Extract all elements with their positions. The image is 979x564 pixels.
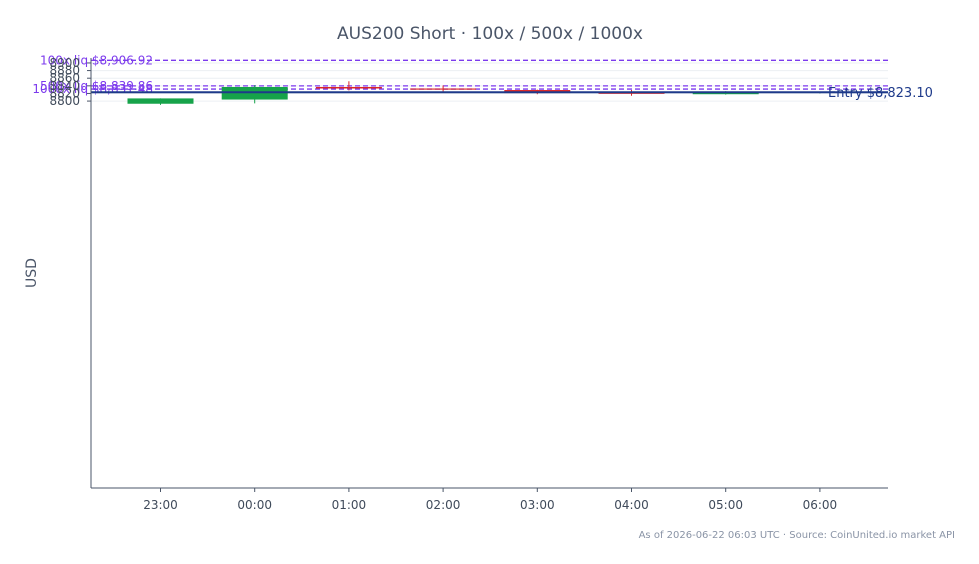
x-tick-label-4: 03:00 xyxy=(520,498,555,512)
entry-label: Entry $8,823.10 xyxy=(828,86,933,101)
x-tick-label-3: 02:00 xyxy=(426,498,461,512)
candle-body-5 xyxy=(598,93,665,94)
chart-title: AUS200 Short · 100x / 500x / 1000x xyxy=(337,24,643,44)
entry-line-group: Entry $8,823.10 xyxy=(91,86,933,101)
x-tick-label-7: 06:00 xyxy=(803,498,838,512)
y-tick-label-8900: 8900 xyxy=(49,56,80,70)
candle-body-3 xyxy=(410,88,477,90)
y-tick-label-8820: 8820 xyxy=(49,86,80,100)
x-tick-label-5: 04:00 xyxy=(614,498,649,512)
y-tick-label-8880: 8880 xyxy=(49,64,80,78)
y-axis-label: USD xyxy=(24,258,40,288)
x-tick-label-0: 23:00 xyxy=(143,498,178,512)
y-tick-label-8840: 8840 xyxy=(49,79,80,93)
liq-label-0: 100x liq $8,906.92 xyxy=(40,53,153,67)
candle-body-0 xyxy=(127,98,194,104)
x-tick-label-1: 00:00 xyxy=(237,498,272,512)
footnote: As of 2026-06-22 06:03 UTC · Source: Coi… xyxy=(639,530,955,541)
y-tick-label-8800: 8800 xyxy=(49,94,80,108)
gridlines xyxy=(91,62,888,102)
candle-body-2 xyxy=(315,86,382,89)
x-tick-label-6: 05:00 xyxy=(708,498,743,512)
x-tick-label-2: 01:00 xyxy=(332,498,367,512)
y-tick-label-8860: 8860 xyxy=(49,71,80,85)
